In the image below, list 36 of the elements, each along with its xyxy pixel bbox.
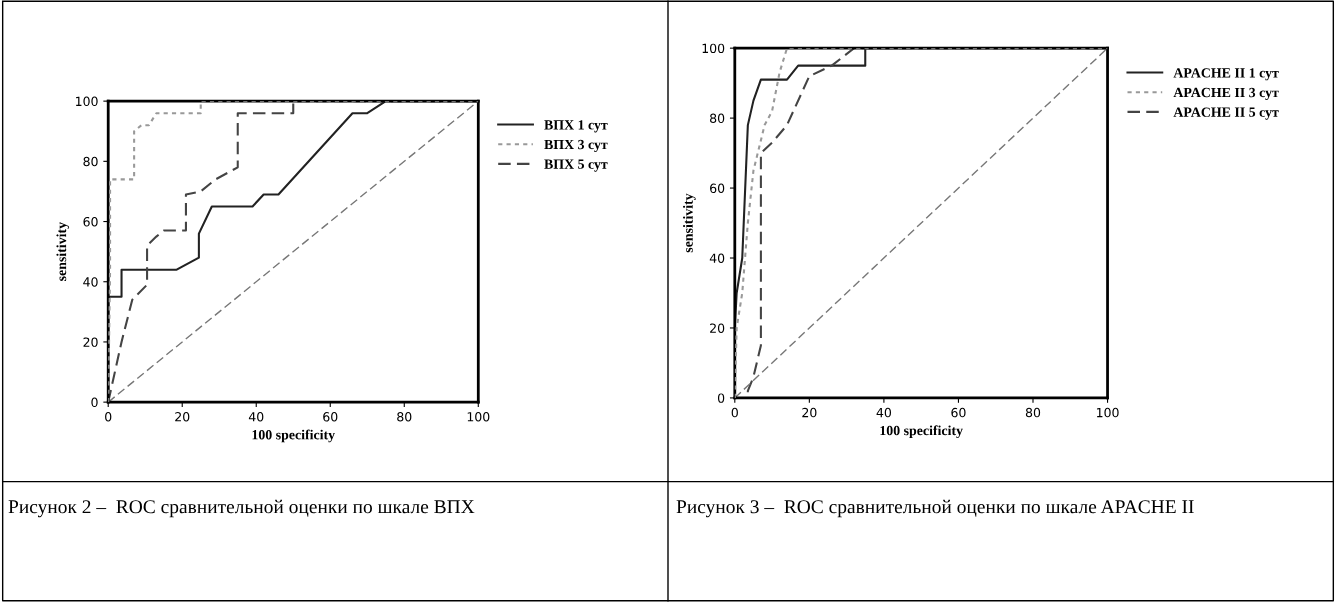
legend-label: APACHE II 1 сут xyxy=(1173,68,1279,81)
x-tick-label: 60 xyxy=(323,412,338,422)
y-tick-label: 60 xyxy=(710,183,725,193)
y-tick-label: 80 xyxy=(710,113,725,124)
x-tick-label: 60 xyxy=(951,407,966,418)
y-tick-label: 0 xyxy=(91,397,98,408)
x-axis-title: 100 specificity xyxy=(252,429,335,443)
x-tick-label: 20 xyxy=(175,412,190,422)
x-tick-label: 20 xyxy=(802,407,817,418)
y-tick-label: 0 xyxy=(717,393,725,403)
x-tick-label: 0 xyxy=(731,407,738,418)
y-axis-title: sensitivity xyxy=(56,222,70,281)
legend-label: ВПХ 1 сут xyxy=(544,120,608,133)
x-tick-label: 100 xyxy=(467,412,490,422)
y-tick-label: 40 xyxy=(83,277,98,287)
x-tick-label: 0 xyxy=(105,412,112,422)
y-tick-label: 80 xyxy=(83,156,98,167)
legend-label: APACHE II 3 сут xyxy=(1173,87,1279,101)
x-tick-label: 40 xyxy=(248,412,264,422)
x-tick-label: 100 xyxy=(1096,407,1119,418)
y-tick-label: 100 xyxy=(702,43,725,54)
text: Рисунок 2 – ROC сравнительной оценки по шкале ВПХ xyxy=(8,499,475,518)
y-tick-label: 20 xyxy=(83,337,98,347)
x-tick-label: 40 xyxy=(876,407,892,418)
y-tick-label: 20 xyxy=(710,323,725,333)
legend-label: ВПХ 5 сут xyxy=(544,159,608,172)
x-tick-label: 80 xyxy=(397,412,412,422)
y-tick-label: 100 xyxy=(76,96,98,107)
y-tick-label: 40 xyxy=(709,253,725,263)
text: Рисунок 3 – ROC сравнительной оценки по шкале APACHE II xyxy=(676,499,1194,518)
x-axis-title: 100 specificity xyxy=(880,425,963,439)
y-tick-label: 60 xyxy=(83,217,98,227)
y-axis-title: sensitivity xyxy=(683,193,696,253)
x-tick-label: 80 xyxy=(1025,407,1041,418)
legend-label: ВПХ 3 сут xyxy=(544,139,608,153)
legend-label: APACHE II 5 сут xyxy=(1173,107,1279,120)
